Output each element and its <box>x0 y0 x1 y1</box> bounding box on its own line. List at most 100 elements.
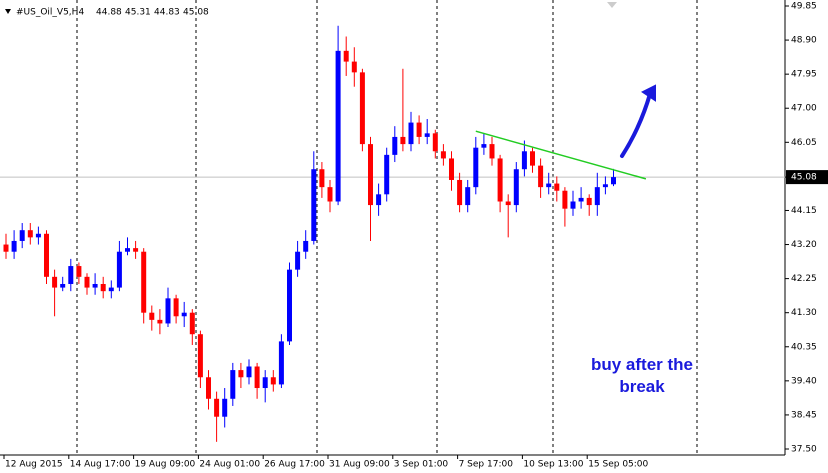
candle-body <box>262 377 268 389</box>
x-tick-label: 19 Aug 09:00 <box>135 460 196 470</box>
candle-body <box>230 370 236 399</box>
candle-body <box>327 187 333 202</box>
annotation: buy after the break <box>590 355 694 396</box>
candle-body <box>546 183 552 188</box>
y-tick-label: 41.30 <box>791 308 817 318</box>
y-tick-label: 37.50 <box>791 445 817 455</box>
y-tick-label: 39.40 <box>791 376 817 386</box>
candle-body <box>497 158 503 202</box>
candle-body <box>457 179 463 206</box>
candle-body <box>76 266 82 277</box>
candle-body <box>246 366 252 378</box>
x-tick-label: 15 Sep 05:00 <box>588 460 648 470</box>
candle-body <box>368 144 373 206</box>
candle-body <box>562 190 568 209</box>
candle-body <box>189 312 195 335</box>
candle-body <box>449 158 454 180</box>
ohlc-value: 44.83 <box>154 8 180 18</box>
ohlc-value: 45.31 <box>125 8 151 18</box>
candle-body <box>222 398 228 417</box>
x-tick-label: 26 Aug 17:00 <box>264 460 325 470</box>
x-tick-label: 31 Aug 09:00 <box>329 460 390 470</box>
candle-body <box>376 194 382 206</box>
candle-body <box>125 248 130 252</box>
candle-body <box>440 151 446 159</box>
candle-body <box>351 61 357 73</box>
symbol: #US_Oil_V5,H4 <box>16 8 84 18</box>
candle-body <box>530 151 535 166</box>
y-tick-label: 38.45 <box>791 410 817 420</box>
y-tick-label: 46.05 <box>791 138 817 148</box>
candle-body <box>392 136 398 155</box>
candle-body <box>416 122 422 137</box>
candle-body <box>100 283 106 292</box>
menu-triangle <box>5 9 11 14</box>
candle-body <box>165 298 171 324</box>
y-tick-label: 47.95 <box>791 70 817 80</box>
x-tick-label: 7 Sep 17:00 <box>459 460 514 470</box>
x-tick-label: 10 Sep 13:00 <box>523 460 583 470</box>
candle-body <box>400 136 406 145</box>
price-label: 45.08 <box>791 173 817 183</box>
candle-body <box>108 287 114 292</box>
candle-body <box>116 251 122 288</box>
candle-body <box>311 169 317 241</box>
candle-body <box>278 341 284 385</box>
candle-body <box>52 276 58 288</box>
candle-body <box>554 183 560 191</box>
price-label-box <box>786 170 828 185</box>
candle-body <box>84 276 90 288</box>
candle-body <box>92 283 98 288</box>
x-tick-label: 3 Sep 01:00 <box>394 460 449 470</box>
candle-body <box>214 398 220 417</box>
candle-body <box>521 151 527 170</box>
candle-body <box>133 248 139 252</box>
candle-body <box>68 266 74 284</box>
candle-body <box>335 50 341 202</box>
candle-body <box>19 230 25 241</box>
candle-body <box>157 319 163 324</box>
y-tick-label: 42.25 <box>791 274 817 284</box>
candle-body <box>538 165 544 188</box>
candle-body <box>197 334 203 378</box>
candle-body <box>319 169 325 188</box>
candle-body <box>513 169 519 206</box>
candle-body <box>594 187 600 206</box>
candle-body <box>295 251 301 270</box>
x-tick-label: 24 Aug 01:00 <box>199 460 260 470</box>
candle-body <box>384 154 390 195</box>
candle-body <box>359 72 365 145</box>
candle-body <box>602 184 608 188</box>
candle-body <box>270 377 276 385</box>
candle-body <box>27 230 33 238</box>
candle-body <box>11 240 17 252</box>
x-tick-label: 14 Aug 17:00 <box>70 460 131 470</box>
candle-body <box>586 197 592 206</box>
y-tick-label: 43.20 <box>791 240 817 250</box>
candle-body <box>181 312 187 317</box>
candle-body <box>238 370 244 378</box>
candle-body <box>578 197 584 202</box>
candle-body <box>173 298 179 317</box>
candle-body <box>343 50 349 62</box>
candle-body <box>473 147 479 188</box>
shift-marker <box>607 2 617 8</box>
x-tick-label: 12 Aug 2015 <box>5 460 63 470</box>
candle-body <box>432 133 438 152</box>
y-tick-label: 40.35 <box>791 342 817 352</box>
candle-body <box>35 233 41 238</box>
candle-body <box>254 366 260 389</box>
candle-body <box>149 312 155 320</box>
candle-body <box>481 144 487 148</box>
y-tick-label: 44.15 <box>791 206 817 216</box>
ohlc-header: 44.88 45.31 44.83 45.08 <box>96 8 209 18</box>
candle-body <box>287 269 292 342</box>
candle-body <box>141 251 147 313</box>
y-tick-label: 47.00 <box>791 104 817 114</box>
candle-body <box>3 244 9 252</box>
candle-body <box>60 283 66 288</box>
candle-body <box>489 144 495 159</box>
